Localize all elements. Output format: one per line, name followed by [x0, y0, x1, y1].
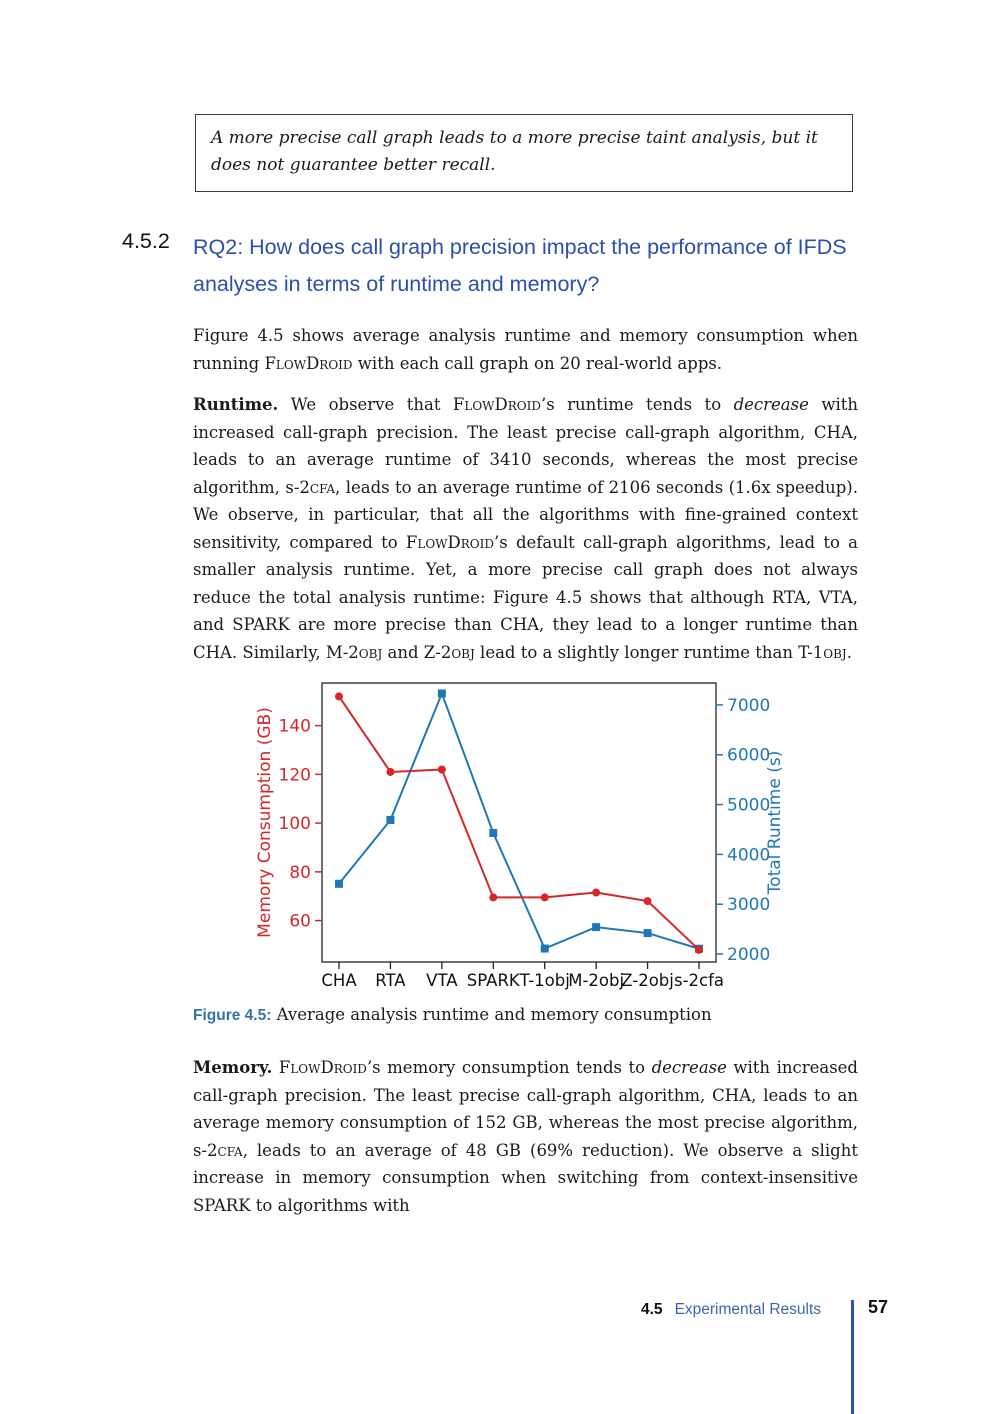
svg-text:4000: 4000 [727, 845, 770, 865]
svg-text:60: 60 [289, 912, 311, 932]
figure-chart: 60 80 100 120 140 2000 3000 4000 5000 6000 7000 CHA… [250, 676, 790, 994]
svg-text:5000: 5000 [727, 796, 770, 816]
section-number: 4.5.2 [122, 229, 170, 253]
footer: 4.5 Experimental Results [641, 1301, 821, 1319]
paragraph-memory: Memory. FlowDroid’s memory consumption t… [193, 1058, 858, 1215]
caption-text: Average analysis runtime and memory cons… [271, 1005, 712, 1024]
svg-text:100: 100 [279, 814, 311, 834]
figure-caption: Figure 4.5: Average analysis runtime and… [193, 1004, 858, 1027]
svg-text:80: 80 [289, 863, 311, 883]
page-number: 57 [868, 1297, 889, 1317]
svg-text:120: 120 [279, 765, 311, 785]
paragraph-intro: Figure 4.5 shows average analysis runtim… [193, 326, 858, 373]
svg-text:7000: 7000 [727, 696, 770, 716]
footer-rule [851, 1300, 854, 1414]
svg-text:T-1obj: T-1obj [519, 971, 570, 990]
dual-axis-line-chart: 60 80 100 120 140 2000 3000 4000 5000 6000 7000 CHA… [255, 682, 785, 990]
paragraph-runtime: Runtime. We observe that FlowDroid’s run… [193, 395, 859, 662]
footer-section-number: 4.5 [641, 1301, 663, 1318]
quote-text: A more precise call graph leads to a mor… [211, 128, 818, 175]
svg-text:6000: 6000 [727, 746, 770, 766]
svg-text:3000: 3000 [727, 895, 770, 915]
svg-text:Memory Consumption (GB): Memory Consumption (GB) [255, 707, 275, 938]
svg-text:2000: 2000 [727, 945, 770, 965]
svg-text:VTA: VTA [426, 971, 458, 990]
svg-text:140: 140 [279, 717, 311, 737]
svg-text:RTA: RTA [375, 971, 406, 990]
caption-label: Figure 4.5: [193, 1007, 272, 1024]
svg-text:M-2obj: M-2obj [568, 971, 624, 990]
svg-text:Total Runtime (s): Total Runtime (s) [765, 751, 785, 896]
quote-box: A more precise call graph leads to a mor… [195, 114, 853, 192]
svg-text:s-2cfa: s-2cfa [674, 971, 724, 990]
footer-section-title: Experimental Results [674, 1301, 822, 1318]
section-title: RQ2: How does call graph precision impac… [193, 235, 847, 296]
svg-text:CHA: CHA [321, 971, 357, 990]
svg-text:SPARK: SPARK [467, 971, 521, 990]
svg-text:Z-2obj: Z-2obj [621, 971, 674, 990]
